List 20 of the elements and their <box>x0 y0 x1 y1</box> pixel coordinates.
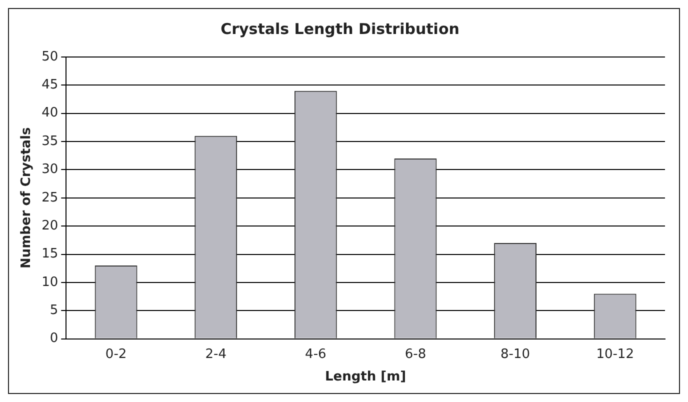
y-tick-label: 35 <box>42 134 58 149</box>
y-tick-label: 40 <box>42 106 58 121</box>
y-tick-label: 0 <box>50 331 58 346</box>
x-tick-label: 0-2 <box>105 346 127 362</box>
x-tick-label: 10-12 <box>596 346 634 362</box>
y-tick-label: 50 <box>42 49 58 64</box>
x-tick-label: 8-10 <box>500 346 530 362</box>
x-tick-label: 2-4 <box>205 346 226 362</box>
y-tick-label: 15 <box>42 246 58 262</box>
y-tick-label: 10 <box>42 274 58 290</box>
y-tick-label: 20 <box>42 218 58 234</box>
x-tick-label: 6-8 <box>404 346 426 362</box>
y-tick-label: 45 <box>42 78 58 93</box>
chart-title: Crystals Length Distribution <box>220 20 460 38</box>
y-tick-label: 30 <box>42 162 58 178</box>
y-tick-label: 25 <box>42 190 58 206</box>
y-axis-title: Number of Crystals <box>19 127 34 268</box>
x-axis-title: Length [m] <box>325 370 406 385</box>
y-tick-label: 5 <box>50 302 58 318</box>
x-tick-label: 4-6 <box>305 346 326 362</box>
